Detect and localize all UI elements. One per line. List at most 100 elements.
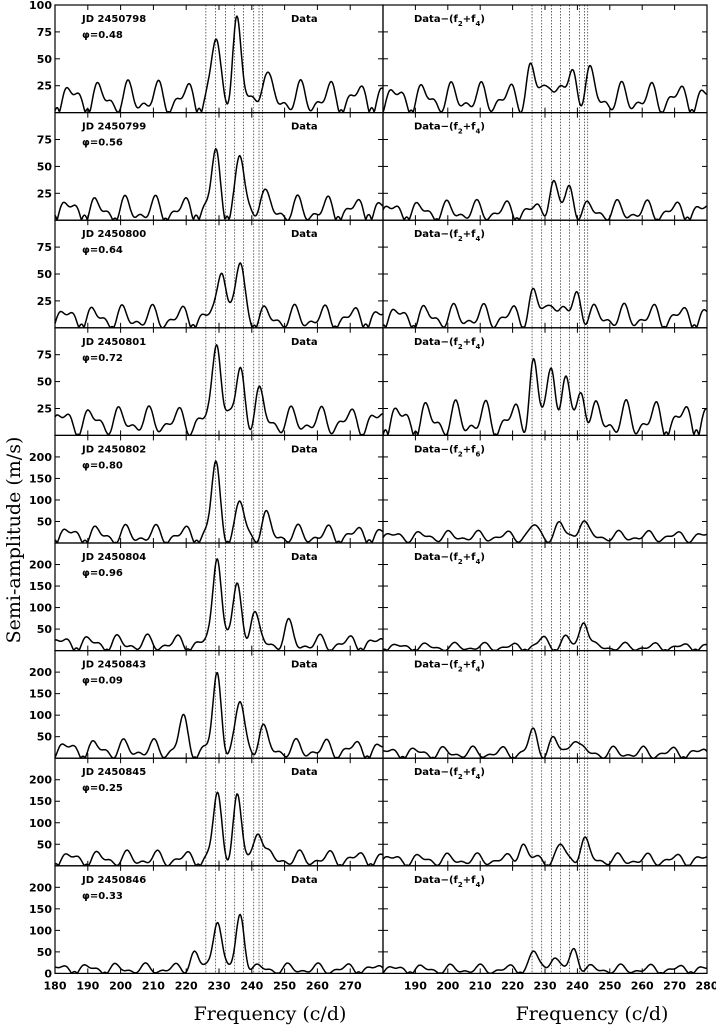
jd-label: JD 2450799 <box>81 122 146 133</box>
left-periodogram-line <box>54 460 384 544</box>
jd-label: JD 2450843 <box>81 660 146 671</box>
y-tick-label: 50 <box>37 946 53 959</box>
left-periodogram-line <box>54 147 384 221</box>
y-tick-label: 75 <box>37 26 52 39</box>
y-tick-label: 150 <box>29 795 52 808</box>
right-periodogram-line <box>382 357 708 436</box>
residual-label: Data−(f2+f4) <box>414 767 485 781</box>
y-tick-label: 150 <box>29 688 52 701</box>
x-tick-label-right: 230 <box>534 979 557 992</box>
x-tick-label-left: 270 <box>339 979 362 992</box>
y-tick-label: 150 <box>29 580 52 593</box>
y-tick-label: 25 <box>37 80 52 93</box>
x-tick-label-right: 190 <box>404 979 427 992</box>
x-tick-label-left: 200 <box>109 979 132 992</box>
phase-label: φ=0.72 <box>82 353 123 364</box>
residual-label: Data−(f2+f4) <box>414 875 485 889</box>
y-tick-label: 50 <box>37 838 53 851</box>
left-periodogram-line <box>54 15 384 114</box>
y-tick-label: 50 <box>37 53 53 66</box>
y-tick-label: 200 <box>29 881 52 894</box>
y-tick-label: 200 <box>29 774 52 787</box>
left-periodogram-line <box>54 671 384 759</box>
x-tick-label-right: 200 <box>436 979 459 992</box>
residual-label: Data−(f2+f6) <box>414 444 485 458</box>
phase-label: φ=0.33 <box>82 891 123 902</box>
data-label: Data <box>291 122 318 133</box>
panel-row: 25 50 75 JD 2450800 φ=0.64 Data Data−(f2+f4) <box>37 219 708 329</box>
right-periodogram-line <box>382 62 708 114</box>
left-periodogram-line <box>54 558 384 652</box>
jd-label: JD 2450800 <box>81 229 146 240</box>
data-label: Data <box>291 229 318 240</box>
left-periodogram-line <box>54 344 384 437</box>
y-tick-label: 100 <box>29 602 52 615</box>
panel-row: 0 50 100 150 200 JD 2450846 φ=0.33 Data Data−(f2… <box>29 865 708 980</box>
panel-row: 50 100 150 200 JD 2450802 φ=0.80 Data Data−(f2+… <box>29 434 708 544</box>
y-tick-label: 25 <box>37 187 52 200</box>
panel-grid: 25 50 75 100 JD 2450798 φ=0.48 Data Data−(f2+f4… <box>29 0 708 980</box>
y-tick-label: 50 <box>37 623 53 636</box>
y-tick-label: 25 <box>37 403 52 416</box>
y-tick-label: 50 <box>37 376 53 389</box>
x-tick-label-left: 240 <box>240 979 263 992</box>
y-tick-label: 150 <box>29 903 52 916</box>
y-tick-label: 100 <box>29 494 52 507</box>
x-tick-label-left: 260 <box>306 979 329 992</box>
phase-label: φ=0.96 <box>82 568 123 579</box>
x-tick-label-left: 210 <box>142 979 165 992</box>
x-tick-label-left: 230 <box>208 979 231 992</box>
jd-label: JD 2450802 <box>81 444 146 455</box>
left-periodogram-line <box>54 262 384 329</box>
left-periodogram-line <box>54 913 384 975</box>
data-label: Data <box>291 444 318 455</box>
x-tick-label-left: 250 <box>273 979 296 992</box>
jd-label: JD 2450846 <box>81 875 146 886</box>
y-tick-label: 200 <box>29 559 52 572</box>
jd-label: JD 2450845 <box>81 767 146 778</box>
data-label: Data <box>291 552 318 563</box>
right-periodogram-line <box>382 947 708 975</box>
y-tick-label: 150 <box>29 472 52 485</box>
phase-label: φ=0.64 <box>82 245 123 256</box>
jd-label: JD 2450801 <box>81 337 146 348</box>
data-label: Data <box>291 767 318 778</box>
x-tick-label-left: 190 <box>76 979 99 992</box>
y-tick-label: 75 <box>37 241 52 254</box>
phase-label: φ=0.56 <box>82 138 123 149</box>
x-tick-label-right: 260 <box>631 979 654 992</box>
panel-row: 25 50 75 100 JD 2450798 φ=0.48 Data Data−(f2+f4… <box>29 0 708 114</box>
x-axis-title-left: Frequency (c/d) <box>194 1003 347 1025</box>
right-periodogram-line <box>382 622 708 652</box>
right-periodogram-line <box>382 520 708 544</box>
residual-label: Data−(f2+f4) <box>414 660 485 674</box>
residual-label: Data−(f2+f4) <box>414 229 485 243</box>
y-tick-label: 75 <box>37 134 52 147</box>
y-tick-label: 25 <box>37 295 52 308</box>
y-tick-label: 200 <box>29 451 52 464</box>
x-tick-label-right: 270 <box>663 979 686 992</box>
panel-row: 50 100 150 200 JD 2450804 φ=0.96 Data Data−(f2+… <box>29 542 708 652</box>
right-periodogram-line <box>382 287 708 329</box>
x-tick-label-right: 220 <box>501 979 524 992</box>
phase-label: φ=0.09 <box>82 676 123 687</box>
jd-label: JD 2450798 <box>81 14 146 25</box>
data-label: Data <box>291 14 318 25</box>
panel-row: 50 100 150 200 JD 2450845 φ=0.25 Data Data−(f2+… <box>29 757 708 867</box>
left-periodogram-line <box>54 791 384 867</box>
x-axis-title-right: Frequency (c/d) <box>516 1003 669 1025</box>
panel-row: 25 50 75 JD 2450799 φ=0.56 Data Data−(f2+f4) <box>37 111 708 221</box>
phase-label: φ=0.25 <box>82 783 123 794</box>
residual-label: Data−(f2+f4) <box>414 337 485 351</box>
panel-row: 25 50 75 JD 2450801 φ=0.72 Data Data−(f2+f4) <box>37 327 708 437</box>
jd-label: JD 2450804 <box>81 552 146 563</box>
residual-label: Data−(f2+f4) <box>414 552 485 566</box>
x-tick-label-left: 180 <box>44 979 67 992</box>
data-label: Data <box>291 337 318 348</box>
x-tick-label-right: 240 <box>566 979 589 992</box>
residual-label: Data−(f2+f4) <box>414 14 485 28</box>
y-tick-label: 100 <box>29 817 52 830</box>
y-tick-label: 50 <box>37 515 53 528</box>
y-tick-label: 100 <box>29 709 52 722</box>
